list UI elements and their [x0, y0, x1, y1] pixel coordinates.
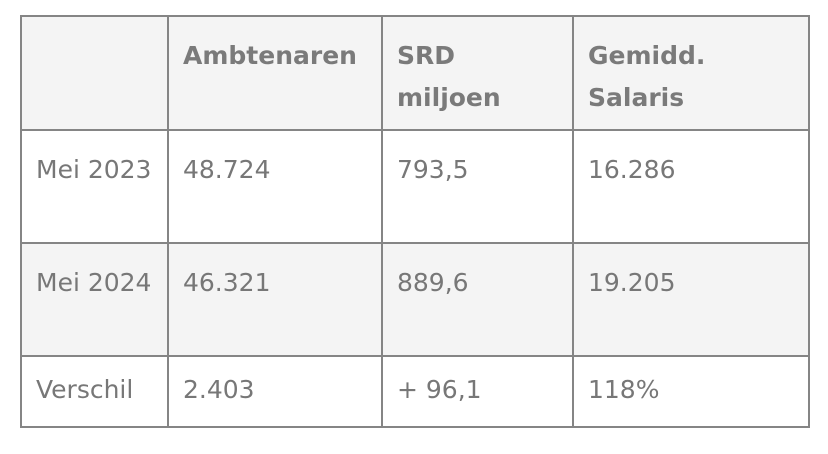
row-label: Mei 2023 [20, 129, 169, 244]
table-row: Verschil 2.403 + 96,1 118% [20, 355, 810, 428]
cell-ambtenaren: 46.321 [167, 242, 383, 357]
header-srd-miljoen: SRD miljoen [381, 15, 574, 131]
table-row: Mei 2024 46.321 889,6 19.205 [20, 242, 810, 357]
cell-srd-miljoen: 889,6 [381, 242, 574, 357]
cell-ambtenaren: 48.724 [167, 129, 383, 244]
row-label: Verschil [20, 355, 169, 428]
header-ambtenaren: Ambtenaren [167, 15, 383, 131]
cell-ambtenaren: 2.403 [167, 355, 383, 428]
header-gemidd-salaris: Gemidd. Salaris [572, 15, 810, 131]
cell-gemidd-salaris: 16.286 [572, 129, 810, 244]
cell-gemidd-salaris: 118% [572, 355, 810, 428]
table-header-row: Ambtenaren SRD miljoen Gemidd. Salaris [20, 15, 810, 131]
header-empty-cell [20, 15, 169, 131]
table-row: Mei 2023 48.724 793,5 16.286 [20, 129, 810, 244]
cell-srd-miljoen: 793,5 [381, 129, 574, 244]
cell-srd-miljoen: + 96,1 [381, 355, 574, 428]
salary-comparison-table: Ambtenaren SRD miljoen Gemidd. Salaris M… [20, 15, 810, 428]
row-label: Mei 2024 [20, 242, 169, 357]
cell-gemidd-salaris: 19.205 [572, 242, 810, 357]
